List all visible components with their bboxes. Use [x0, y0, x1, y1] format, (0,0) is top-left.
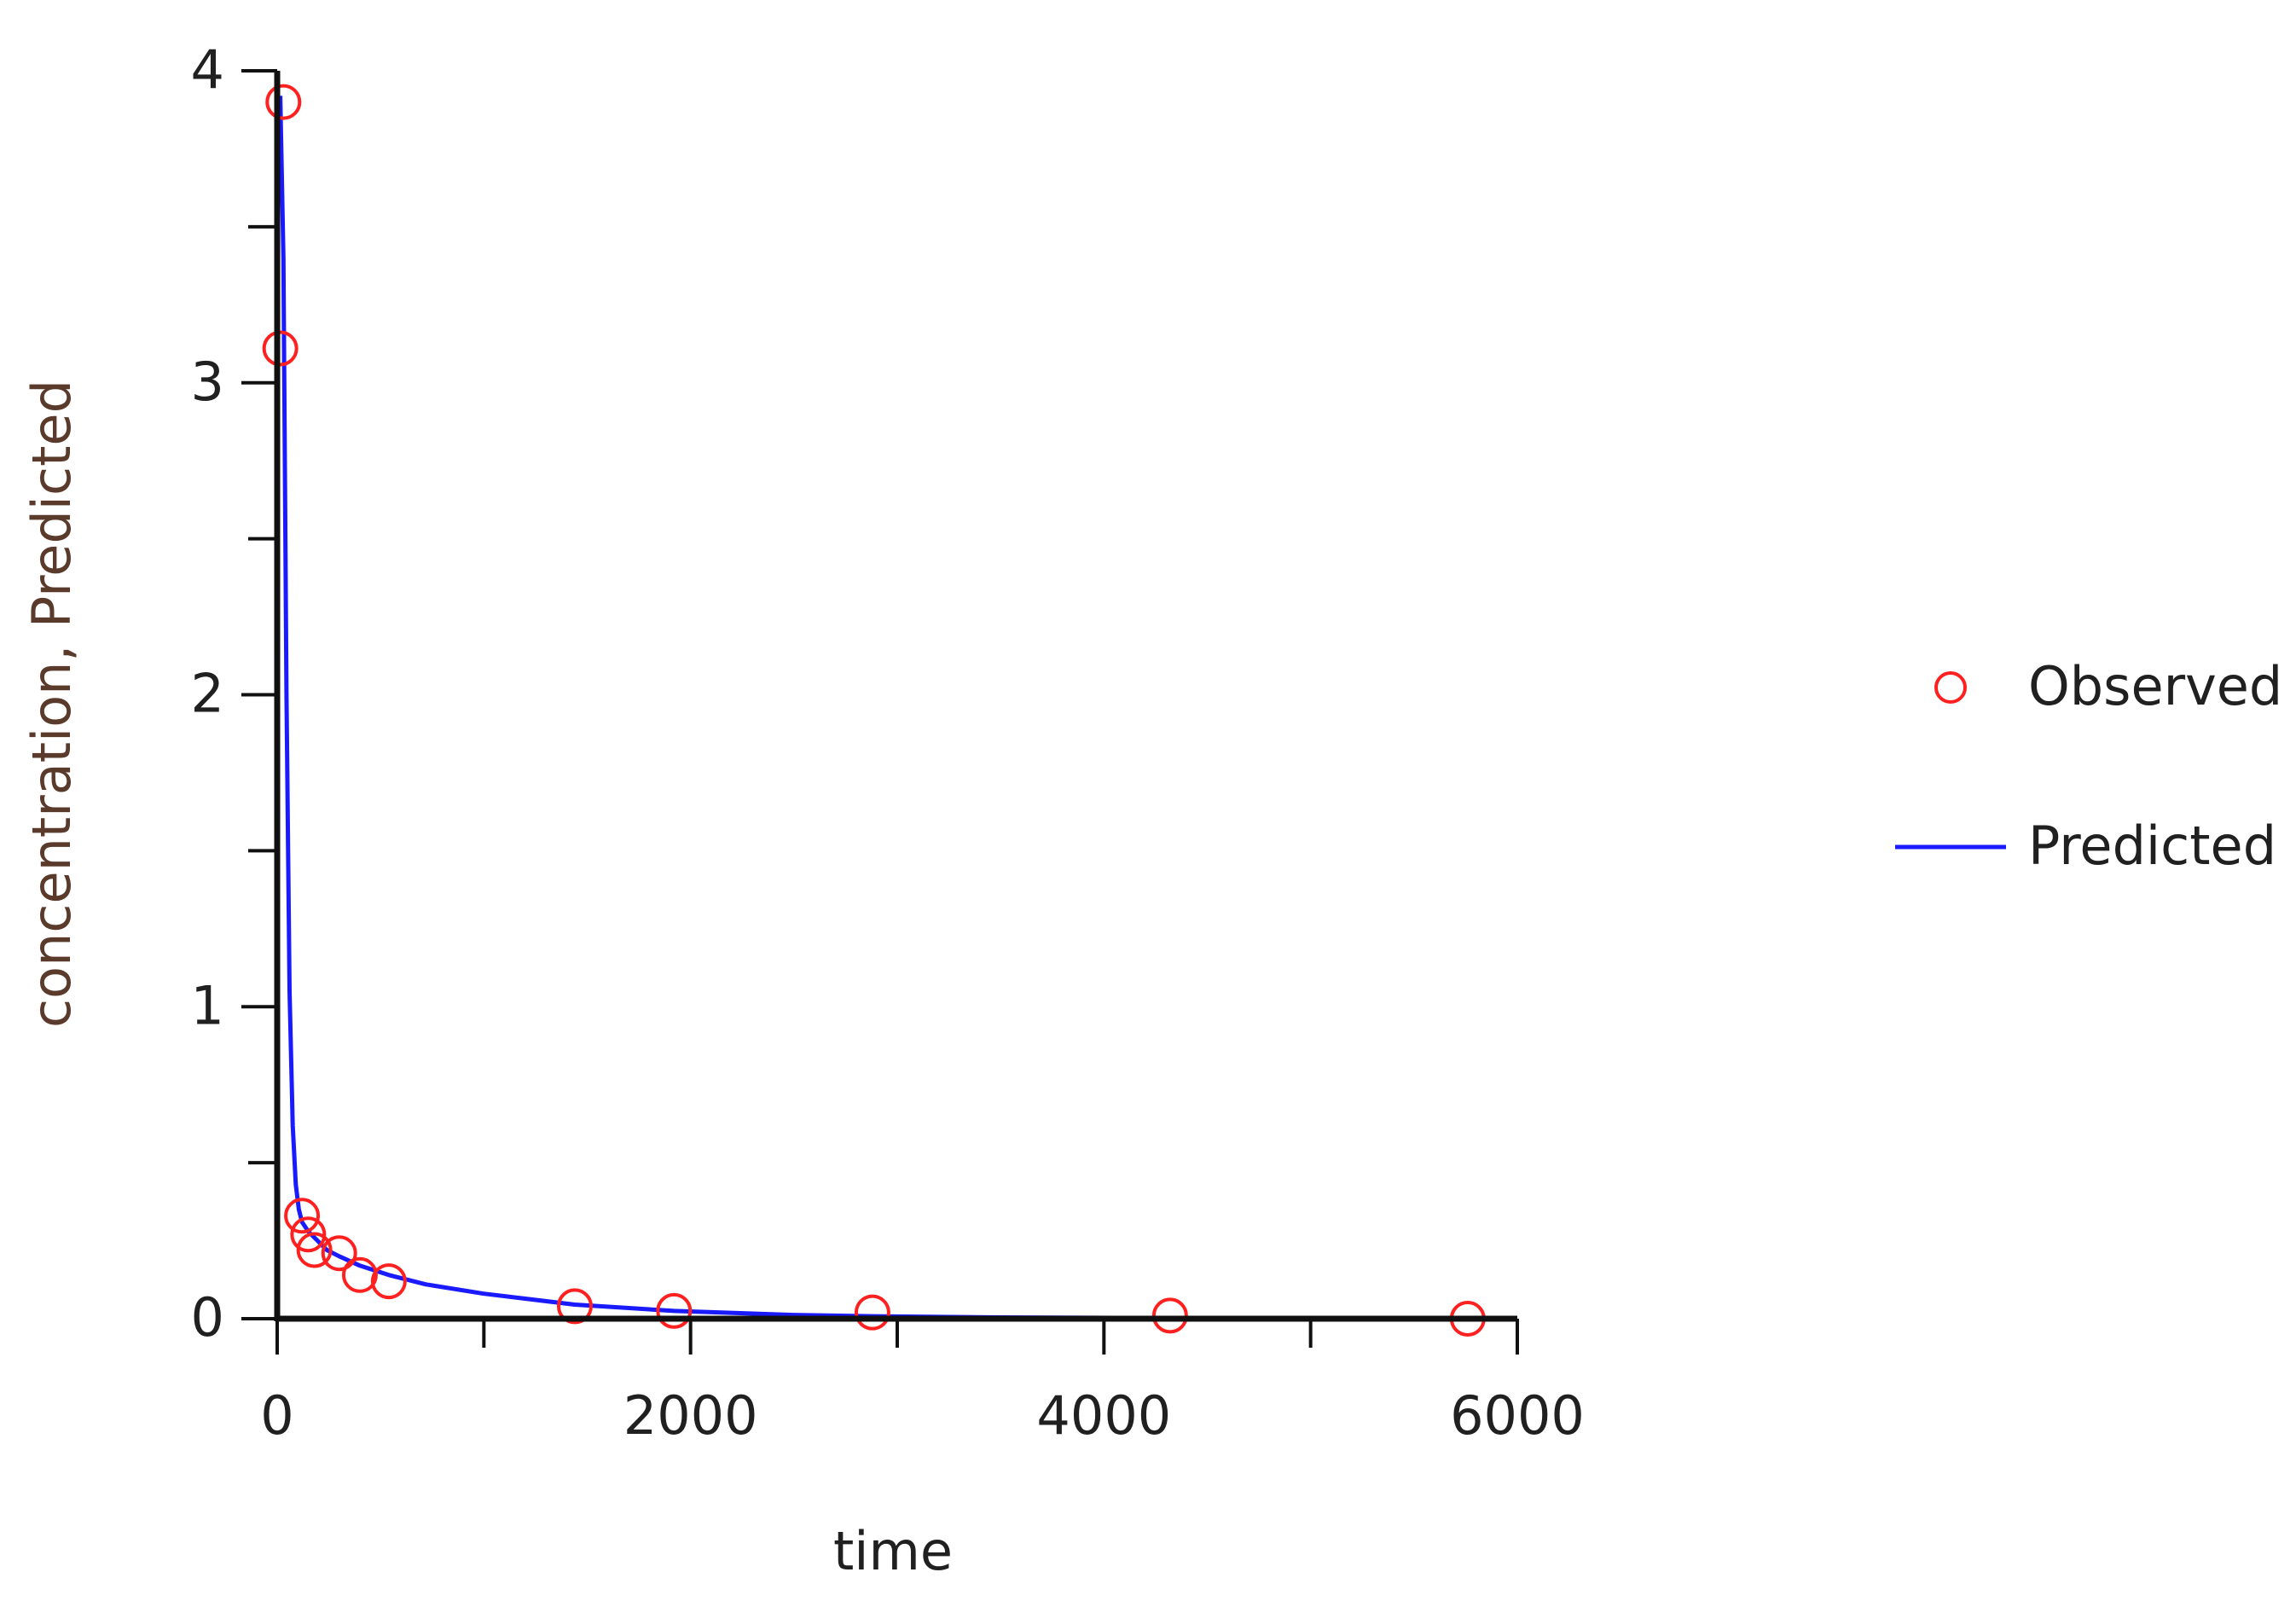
- predicted-line: [278, 96, 1468, 1321]
- y-tick-label: 2: [191, 663, 224, 725]
- observed-point: [262, 330, 299, 367]
- y-tick-label: 1: [191, 974, 224, 1036]
- tick-labels: 0 1 2 3 4 0 2000 4000 6000: [191, 38, 1585, 1447]
- legend-observed-label: Observed: [2028, 655, 2282, 717]
- legend-item-observed: Observed: [1934, 655, 2282, 717]
- x-axis-title: time: [833, 1520, 953, 1582]
- observed-point: [370, 1263, 407, 1300]
- observed-point: [296, 1232, 333, 1268]
- observed-point: [321, 1235, 357, 1272]
- observed-point: [284, 1198, 321, 1234]
- observed-point: [854, 1294, 890, 1331]
- y-tick-label: 0: [191, 1286, 224, 1349]
- series-layer: [262, 84, 1486, 1337]
- y-tick-label: 4: [191, 38, 224, 101]
- observed-point: [290, 1216, 327, 1253]
- x-tick-label: 0: [260, 1384, 293, 1447]
- observed-point: [556, 1288, 593, 1325]
- y-tick-label: 3: [191, 351, 224, 413]
- observed-point: [656, 1292, 693, 1329]
- legend-item-predicted: Predicted: [1895, 815, 2276, 877]
- observed-point: [341, 1256, 378, 1293]
- x-tick-label: 2000: [623, 1384, 758, 1447]
- x-tick-label: 4000: [1036, 1384, 1171, 1447]
- observed-point: [265, 84, 302, 120]
- axes: [241, 69, 1519, 1355]
- x-tick-label: 6000: [1450, 1384, 1585, 1447]
- observed-point: [1151, 1297, 1188, 1334]
- legend-observed-marker: [1934, 671, 1967, 704]
- legend-predicted-label: Predicted: [2028, 815, 2276, 877]
- legend: Observed Predicted: [1895, 655, 2282, 877]
- y-axis-title: concentration, Predicted: [20, 380, 83, 1028]
